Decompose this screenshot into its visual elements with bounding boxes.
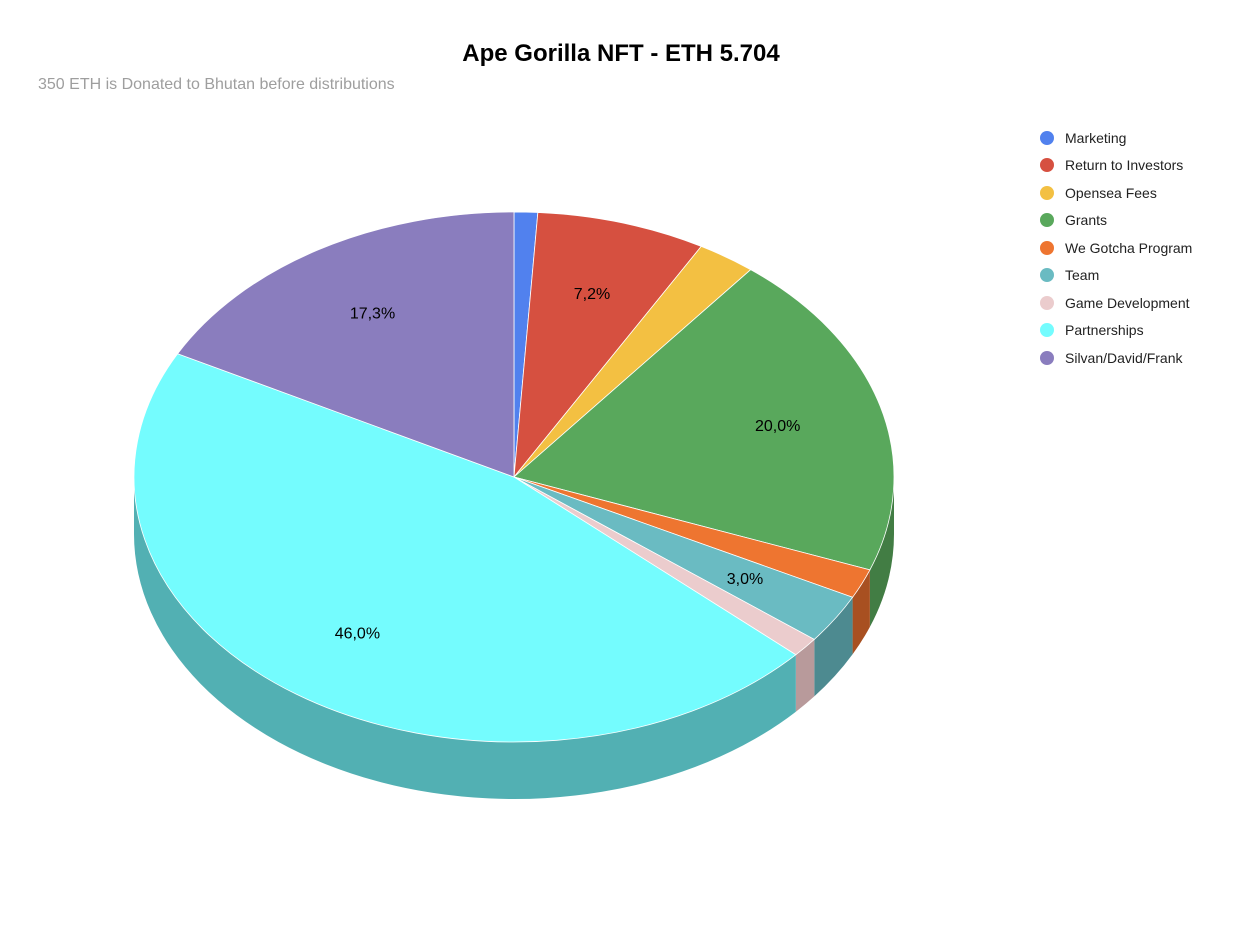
data-label-grants: 20,0% [755,418,800,435]
pie-side-team [814,597,853,697]
chart-subtitle: 350 ETH is Donated to Bhutan before dist… [38,76,395,93]
data-label-partnerships: 46,0% [335,625,380,642]
pie-side-game-development [795,639,815,712]
legend-item-partnerships[interactable]: Partnerships [1040,317,1192,345]
legend-label: Opensea Fees [1065,184,1157,201]
legend-label: We Gotcha Program [1065,239,1193,256]
legend-swatch [1040,130,1054,145]
legend-swatch [1040,323,1054,338]
pie-slice-partnerships[interactable] [133,353,797,743]
pie-side-partnerships [134,477,796,800]
legend-swatch [1040,240,1054,255]
pie-slices [133,211,895,743]
legend-item-return-to-investors[interactable]: Return to Investors [1040,152,1192,180]
legend-swatch [1040,350,1054,365]
data-label-silvan-david-frank: 17,3% [350,306,395,323]
legend-item-we-gotcha-program[interactable]: We Gotcha Program [1040,234,1192,262]
pie-slice-return-to-investors[interactable] [513,212,702,479]
legend-label: Grants [1065,212,1108,229]
legend-swatch [1040,158,1054,173]
legend-swatch [1040,268,1054,283]
legend-swatch [1040,185,1054,200]
legend-label: Marketing [1065,129,1127,146]
legend-label: Partnerships [1065,322,1144,339]
data-label-team: 3,0% [727,571,763,588]
pie-slice-grants[interactable] [513,269,895,571]
legend-swatch [1040,213,1054,228]
pie-sides [134,477,894,800]
legend-swatch [1040,295,1054,310]
legend-label: Team [1065,267,1100,284]
legend-item-opensea-fees[interactable]: Opensea Fees [1040,179,1192,207]
chart-title: Ape Gorilla NFT - ETH 5.704 [462,40,780,67]
legend-label: Return to Investors [1065,157,1184,174]
legend-item-silvan-david-frank[interactable]: Silvan/David/Frank [1040,344,1192,372]
legend-item-marketing[interactable]: Marketing [1040,124,1192,152]
pie-data-labels: 7,2% 20,0% 3,0% 46,0% 17,3% [335,286,801,642]
data-label-return-to-investors: 7,2% [574,286,610,303]
pie-side-grants [869,477,894,627]
pie-slice-silvan-david-frank[interactable] [176,211,515,478]
legend-label: Silvan/David/Frank [1065,349,1183,366]
legend-label: Game Development [1065,294,1190,311]
pie-side-we-gotcha-program [852,569,870,655]
legend-item-grants[interactable]: Grants [1040,207,1192,235]
legend-item-team[interactable]: Team [1040,262,1192,290]
legend-item-game-development[interactable]: Game Development [1040,289,1192,317]
legend: Marketing Return to Investors Opensea Fees… [1040,124,1192,372]
